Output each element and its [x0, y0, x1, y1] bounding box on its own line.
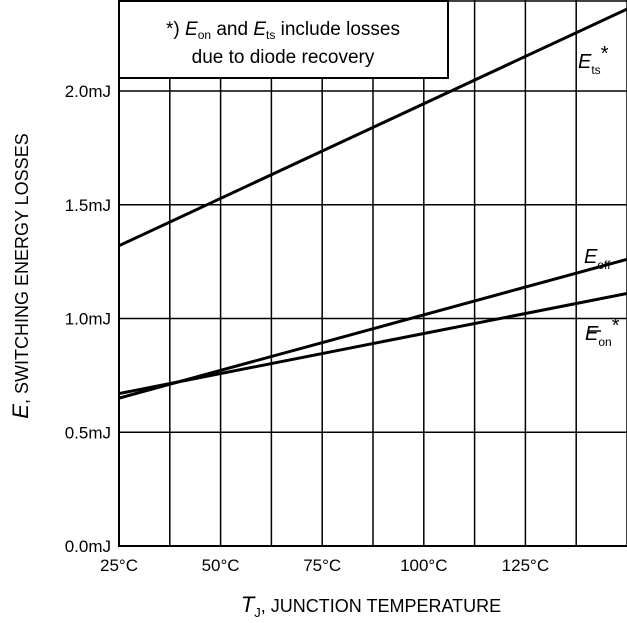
y-tick-label: 0.0mJ	[65, 537, 111, 556]
series-label-eoff: Eoff	[584, 246, 611, 272]
y-tick-label: 1.5mJ	[65, 196, 111, 215]
x-axis-label: TJ, JUNCTION TEMPERATURE	[241, 592, 501, 620]
grid-lines	[119, 0, 627, 546]
series-labels: Ets* Eoff Eon*	[578, 43, 620, 349]
annotation-box: *) Eon and Ets include losses due to dio…	[118, 0, 449, 79]
x-tick-label: 75°C	[303, 556, 341, 575]
x-tick-labels: 25°C 50°C 75°C 100°C 125°C	[100, 556, 549, 575]
y-tick-label: 2.0mJ	[65, 82, 111, 101]
series-line-2	[118, 292, 627, 396]
y-tick-labels: 0.0mJ 0.5mJ 1.0mJ 1.5mJ 2.0mJ	[65, 82, 111, 556]
annotation-line-1: *) Eon and Ets include losses	[166, 19, 400, 42]
annotation-box-frame	[118, 0, 449, 79]
annotation-line-2: due to diode recovery	[192, 47, 375, 68]
x-tick-label: 125°C	[502, 556, 549, 575]
series-line-1	[118, 257, 627, 400]
series-label-ets: Ets*	[578, 43, 609, 77]
y-tick-label: 1.0mJ	[65, 310, 111, 329]
series-line-0	[118, 7, 627, 248]
x-tick-label: 100°C	[400, 556, 447, 575]
x-tick-label: 50°C	[202, 556, 240, 575]
y-axis-label: E, SWITCHING ENERGY LOSSES	[8, 133, 33, 418]
y-tick-label: 0.5mJ	[65, 423, 111, 442]
x-tick-label: 25°C	[100, 556, 138, 575]
series-label-eon: Eon*	[585, 315, 620, 349]
series-lines	[118, 7, 627, 400]
